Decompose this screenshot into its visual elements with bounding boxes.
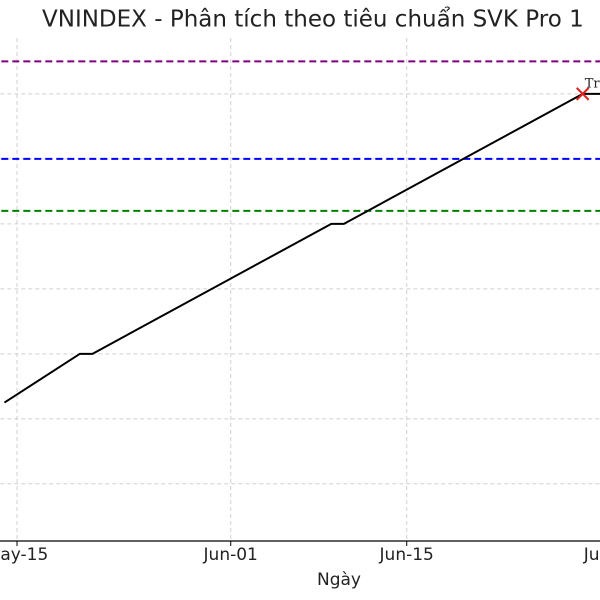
price-line: [3, 92, 600, 404]
x-tick-label: May-15: [0, 545, 48, 565]
x-tick-label: Jun-01: [203, 545, 258, 565]
annotation-marker: [576, 87, 590, 101]
x-tick-label: Jul-01: [583, 545, 600, 565]
x-tick-label: Jun-15: [379, 545, 434, 565]
chart-title: VNINDEX - Phân tích theo tiêu chuẩn SVK …: [42, 7, 584, 33]
x-axis-label: Ngày: [317, 570, 361, 590]
annotation-text: Tr: [585, 76, 600, 91]
